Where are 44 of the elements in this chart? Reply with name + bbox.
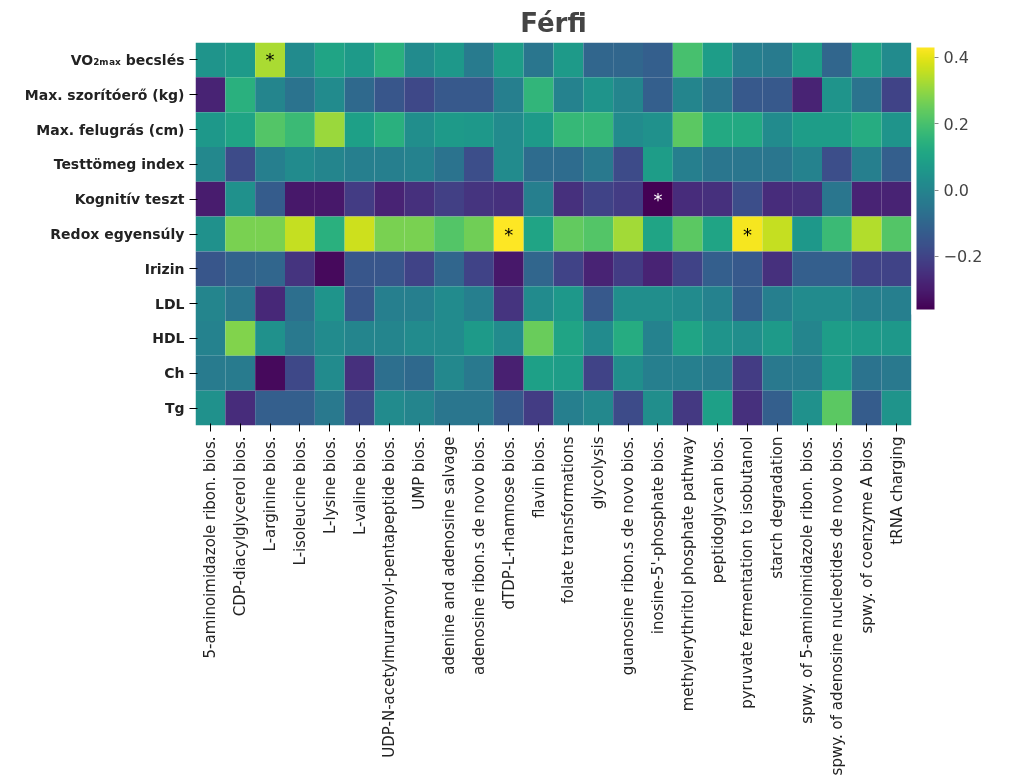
- x-tick-label: spwy. of coenzyme A bios.: [857, 436, 876, 634]
- x-tick-label: methylerythritol phosphate pathway: [678, 436, 697, 712]
- data-label: *: [653, 188, 663, 210]
- x-tick-label: folate transformations: [559, 436, 578, 604]
- x-tick-label: peptidoglycan bios.: [708, 436, 727, 584]
- y-tick-label: Kognitív teszt: [74, 191, 185, 208]
- data-label: *: [265, 49, 275, 71]
- y-tick-label: Max. szorítóerő (kg): [24, 86, 185, 103]
- x-tick-label: L-valine bios.: [350, 436, 369, 535]
- y-tick-label: VO₂ₘₐₓ becslés: [70, 51, 185, 68]
- data-label: *: [504, 223, 514, 245]
- data-label: *: [742, 223, 752, 245]
- y-tick-label: Testtömeg index: [53, 156, 185, 173]
- x-tick-label: L-arginine bios.: [261, 436, 280, 552]
- color-bar-label: 0.0: [943, 181, 969, 201]
- x-tick-label: glycolysis: [589, 436, 608, 510]
- x-tick-label: spwy. of adenosine nucleotides de novo bios.: [827, 436, 846, 776]
- y-tick-label: LDL: [155, 295, 185, 312]
- y-tick-label: Ch: [164, 365, 185, 382]
- y-tick-label: Irizin: [144, 260, 185, 277]
- y-tick-label: Tg: [164, 400, 185, 417]
- x-tick-label: flavin bios.: [529, 436, 548, 518]
- y-tick-label: Redox egyensúly: [50, 226, 185, 242]
- x-tick-label: UMP bios.: [410, 436, 429, 510]
- x-tick-label: CDP-diacylglycerol bios.: [231, 436, 250, 617]
- x-tick-label: pyruvate fermentation to isobutanol: [738, 436, 757, 709]
- x-tick-label: L-lysine bios.: [320, 436, 339, 534]
- x-tick-label: dTDP-L-rhamnose bios.: [499, 436, 518, 610]
- y-tick-label: HDL: [152, 330, 185, 347]
- x-tick-label: adenine and adenosine salvage: [440, 436, 459, 675]
- x-tick-label: tRNA charging: [887, 436, 906, 545]
- x-tick-label: spwy. of 5-aminoimidazole ribon. bios.: [798, 436, 817, 724]
- chart-title: Férfi: [520, 7, 587, 38]
- x-tick-label: starch degradation: [768, 436, 787, 579]
- x-tick-label: L-isoleucine bios.: [290, 436, 309, 566]
- x-tick-label: 5-aminoimidazole ribon. bios.: [201, 436, 220, 659]
- color-bar-label: −0.2: [943, 247, 983, 267]
- color-bar-label: 0.4: [943, 48, 969, 68]
- y-tick-label: Max. felugrás (cm): [36, 121, 185, 138]
- x-tick-label: UDP-N-acetylmuramoyl-pentapeptide bios.: [380, 436, 399, 758]
- color-bar-label: 0.2: [943, 114, 969, 134]
- x-tick-label: adenosine ribon.s de novo bios.: [469, 436, 488, 675]
- x-tick-label: inosine-5'-phosphate bios.: [648, 436, 667, 635]
- x-tick-label: guanosine ribon.s de novo bios.: [619, 436, 638, 676]
